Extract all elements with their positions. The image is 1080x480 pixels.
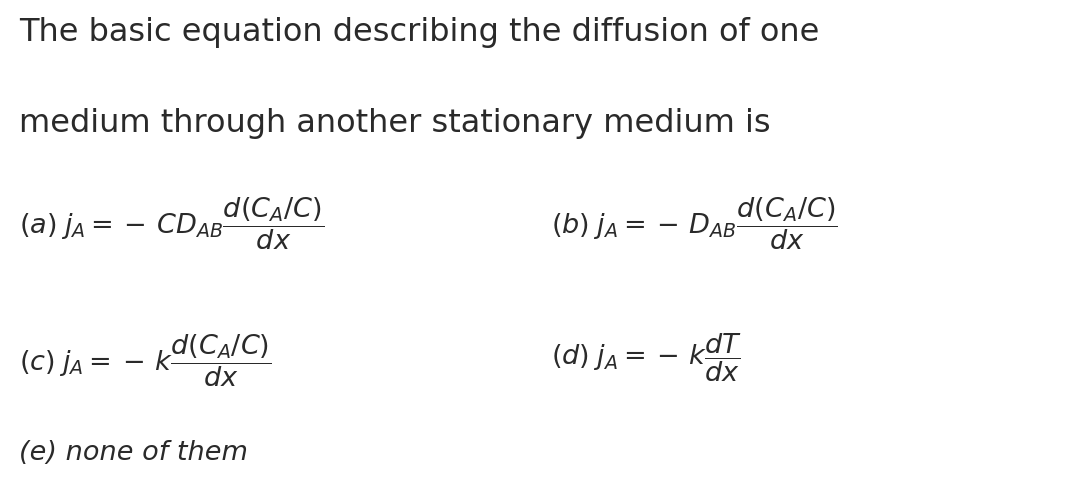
Text: The basic equation describing the diffusion of one: The basic equation describing the diffus… xyxy=(19,17,820,48)
Text: $(a)\; j_A = -\, CD_{AB}\dfrac{d(C_A/C)}{dx}$: $(a)\; j_A = -\, CD_{AB}\dfrac{d(C_A/C)}… xyxy=(19,194,325,251)
Text: medium through another stationary medium is: medium through another stationary medium… xyxy=(19,108,771,139)
Text: $(b)\; j_A = -\, D_{AB}\dfrac{d(C_A/C)}{dx}$: $(b)\; j_A = -\, D_{AB}\dfrac{d(C_A/C)}{… xyxy=(551,194,838,251)
Text: $(c)\; j_A = -\, k\dfrac{d(C_A/C)}{dx}$: $(c)\; j_A = -\, k\dfrac{d(C_A/C)}{dx}$ xyxy=(19,331,272,388)
Text: (e) none of them: (e) none of them xyxy=(19,439,248,465)
Text: $(d)\; j_A = -\, k\dfrac{dT}{dx}$: $(d)\; j_A = -\, k\dfrac{dT}{dx}$ xyxy=(551,331,742,384)
